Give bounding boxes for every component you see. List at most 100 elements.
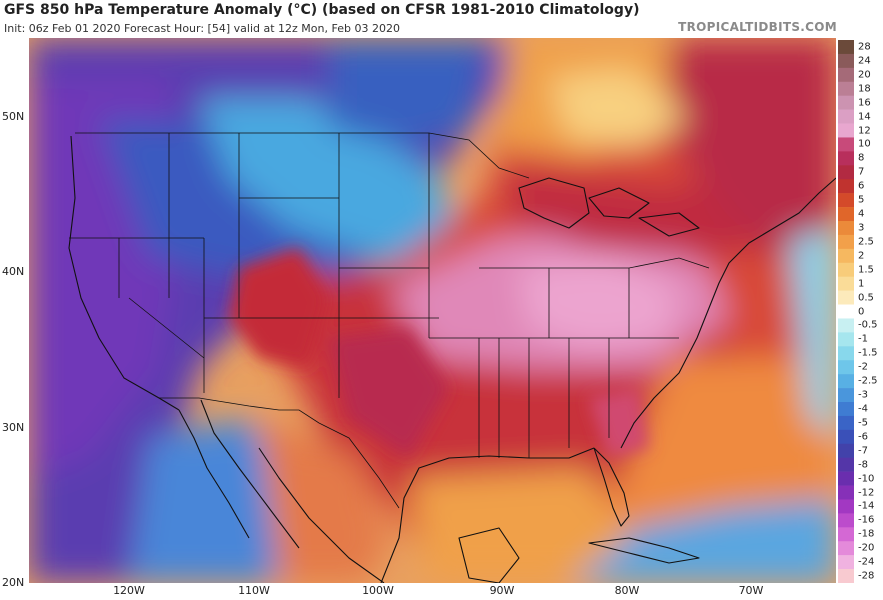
- east-pink-core: [519, 258, 679, 348]
- colorbar-label: -12: [858, 487, 875, 498]
- canada-pale-band: [549, 68, 689, 148]
- yucatan: [458, 527, 520, 583]
- colorbar-swatch: [838, 555, 854, 570]
- forecast-info: Init: 06z Feb 01 2020 Forecast Hour: [54…: [4, 22, 400, 35]
- colorbar-label: 1: [858, 278, 865, 290]
- gulf-orange: [409, 468, 629, 583]
- colorbar-swatch: [838, 332, 854, 347]
- colorbar-swatch: [838, 457, 854, 472]
- four-corners-hotspot: [229, 248, 329, 368]
- colorbar-swatch: [838, 429, 854, 445]
- colorbar-label: -0.5: [858, 319, 878, 331]
- colorbar-label: 16: [858, 97, 871, 109]
- colorbar-swatch: [838, 402, 854, 417]
- colorbar-swatch: [838, 248, 854, 264]
- colorbar-label: -18: [858, 528, 875, 540]
- colorbar-label: -7: [858, 445, 868, 457]
- lat-label-40n: 40N: [2, 265, 25, 278]
- colorbar-label: -3: [858, 389, 868, 401]
- colorbar-swatch: [838, 318, 854, 333]
- cuba: [588, 537, 700, 564]
- colorbar-label: 5: [858, 194, 865, 206]
- us-canada-border: [75, 132, 530, 179]
- colorbar-swatch: [838, 40, 854, 55]
- colorbar-label: 6: [858, 180, 865, 192]
- colorbar-label: -28: [858, 570, 875, 582]
- colorbar-swatch: [838, 346, 854, 361]
- cyan-band: [199, 98, 469, 278]
- colorbar: [838, 40, 854, 583]
- us-mexico-border: [159, 397, 400, 509]
- colorbar-label: 0: [858, 306, 865, 317]
- colorbar-label: 20: [858, 69, 871, 81]
- lon-label-80w: 80W: [614, 584, 640, 597]
- colorbar-label: -1: [858, 333, 868, 345]
- colorbar-swatch: [838, 53, 854, 69]
- colorbar-swatch: [838, 109, 854, 124]
- colorbar-label: -20: [858, 542, 875, 554]
- colorbar-label: -10: [858, 473, 875, 485]
- lat-label-30n: 30N: [2, 421, 25, 434]
- colorbar-swatch: [838, 415, 854, 431]
- northeast-red: [649, 38, 836, 258]
- colorbar-swatch: [838, 221, 854, 236]
- northern-plains-blue: [329, 38, 489, 148]
- colorbar-label: 4: [858, 208, 865, 220]
- colorbar-label: -6: [858, 431, 868, 443]
- mexico-mixed: [259, 418, 389, 583]
- colorbar-swatch: [838, 360, 854, 375]
- mexico-pacific-coast: [258, 447, 385, 583]
- colorbar-swatch: [838, 443, 854, 458]
- colorbar-label: -8: [858, 459, 868, 471]
- colorbar-label: 18: [858, 83, 871, 95]
- colorbar-label: -1.5: [858, 347, 878, 359]
- colorbar-label: 1.5: [858, 264, 874, 276]
- colorbar-swatch: [838, 234, 854, 250]
- colorbar-swatch: [838, 67, 854, 83]
- colorbar-label: 14: [858, 111, 871, 123]
- colorbar-label: 2: [858, 250, 865, 262]
- colorbar-swatch: [838, 179, 854, 194]
- colorbar-swatch: [838, 95, 854, 110]
- colorbar-label: 24: [858, 55, 871, 67]
- anomaly-map: [29, 38, 836, 583]
- state-lines: [69, 133, 710, 458]
- colorbar-label: -14: [858, 500, 875, 512]
- colorbar-swatch: [838, 165, 854, 180]
- colorbar-label: -5: [858, 417, 868, 429]
- colorbar-swatch: [838, 262, 854, 277]
- southwest-pacific-blue: [129, 418, 289, 583]
- colorbar-label: 8: [858, 152, 865, 164]
- colorbar-label: 12: [858, 125, 871, 136]
- colorbar-label: 3: [858, 222, 865, 234]
- colorbar-swatch: [838, 471, 854, 486]
- lat-label-20n: 20N: [2, 576, 25, 589]
- colorbar-label: 2.5: [858, 236, 874, 248]
- colorbar-swatch: [838, 485, 854, 500]
- lon-label-100w: 100W: [362, 584, 394, 597]
- colorbar-swatch: [838, 569, 854, 583]
- colorbar-swatch: [838, 207, 854, 222]
- colorbar-swatch: [838, 499, 854, 514]
- chart-title: GFS 850 hPa Temperature Anomaly (°C) (ba…: [4, 2, 640, 18]
- florida: [593, 447, 630, 527]
- colorbar-swatch: [838, 151, 854, 166]
- site-brand: TROPICALTIDBITS.COM: [678, 20, 837, 34]
- colorbar-label: -2: [858, 361, 868, 373]
- lon-label-70w: 70W: [738, 584, 764, 597]
- colorbar-swatch: [838, 527, 854, 542]
- west-coast: [68, 135, 180, 411]
- colorbar-label: 0.5: [858, 292, 874, 304]
- colorbar-swatch: [838, 276, 854, 291]
- colorbar-swatch: [838, 290, 854, 305]
- baja-coast: [178, 409, 250, 539]
- colorbar-label: -4: [858, 403, 868, 415]
- east-coast: [620, 177, 836, 449]
- lat-label-50n: 50N: [2, 110, 25, 123]
- colorbar-swatch: [838, 374, 854, 389]
- gulf-coast: [380, 447, 595, 583]
- colorbar-label: -16: [858, 514, 875, 526]
- colorbar-label: 28: [858, 41, 871, 53]
- colorbar-swatch: [838, 541, 854, 556]
- colorbar-swatch: [838, 137, 854, 152]
